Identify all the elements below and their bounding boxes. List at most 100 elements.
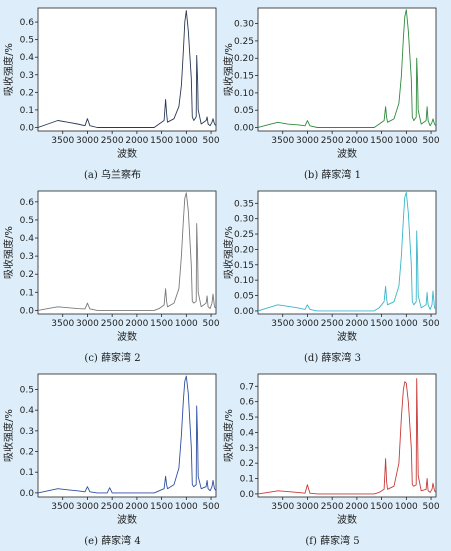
- caption-name-d: 薛家湾 3: [321, 353, 361, 364]
- caption-f: (f) 薛家湾 5: [220, 532, 445, 547]
- y-tick-label: 0.3: [20, 252, 34, 262]
- x-axis-label: 波数: [117, 147, 137, 160]
- y-tick-label: 0.6: [20, 18, 35, 28]
- x-tick-label: 3500: [51, 502, 74, 512]
- chart-e: 0.0 0.1 0.2 0.3 0.4 0.5 3500 3000 2500 2000 1500 10…: [2, 373, 220, 526]
- y-tick-label: 0.25: [234, 37, 254, 47]
- y-tick-label: 0.10: [234, 89, 254, 99]
- y-tick-label: 0.1: [240, 475, 254, 485]
- plot-area: [37, 190, 217, 315]
- chart-d: 0.00 0.05 0.10 0.15 0.20 0.25 0.30 0.35 3500 3000…: [222, 190, 440, 343]
- spectrum-line: [258, 378, 436, 495]
- y-tick-label: 0.0: [20, 489, 35, 499]
- x-tick-label: 500: [202, 136, 219, 146]
- y-tick-label: 0.35: [234, 199, 254, 209]
- y-tick-label: 0.15: [234, 261, 254, 271]
- y-tick-label: 0.5: [240, 413, 254, 423]
- y-tick-label: 0.30: [234, 20, 254, 30]
- y-tick-label: 0.3: [240, 444, 254, 454]
- y-tick-label: 0.30: [234, 215, 254, 225]
- x-tick-label: 1500: [150, 319, 173, 329]
- y-tick-label: 0.5: [20, 216, 34, 226]
- caption-e: (e) 薛家湾 4: [0, 532, 225, 547]
- y-tick-label: 0.4: [20, 234, 35, 244]
- x-tick-label: 2500: [321, 502, 344, 512]
- x-tick-label: 1500: [370, 319, 393, 329]
- y-tick-label: 0.0: [20, 306, 35, 316]
- panel-d: 0.00 0.05 0.10 0.15 0.20 0.25 0.30 0.35 3500 3000…: [220, 183, 445, 366]
- x-tick-label: 500: [202, 502, 219, 512]
- y-tick-label: 0.05: [234, 292, 254, 302]
- x-tick-label: 500: [422, 319, 439, 329]
- y-tick-label: 0.00: [234, 124, 254, 134]
- y-tick-label: 0.1: [20, 288, 34, 298]
- x-tick-label: 1000: [395, 502, 418, 512]
- chart-b: 0.00 0.05 0.10 0.15 0.20 0.25 0.30 3500 3000 2500…: [222, 7, 440, 160]
- y-axis-label: 吸收强度/%: [2, 43, 15, 96]
- panel-e: 0.0 0.1 0.2 0.3 0.4 0.5 3500 3000 2500 2000 1500 10…: [0, 366, 225, 549]
- y-tick-label: 0.10: [234, 276, 254, 286]
- caption-name-c: 薛家湾 2: [101, 353, 141, 364]
- chart-f: 0.0 0.1 0.2 0.3 0.4 0.5 0.6 0.7 3500 3000 2500 2000…: [222, 373, 440, 526]
- y-tick-label: 0.0: [240, 490, 255, 500]
- y-tick-label: 0.15: [234, 72, 254, 82]
- x-tick-label: 1000: [175, 136, 198, 146]
- y-tick-label: 0.2: [20, 270, 34, 280]
- y-tick-label: 0.5: [20, 36, 34, 46]
- plot-area: [37, 7, 217, 132]
- x-tick-label: 2500: [321, 319, 344, 329]
- caption-name-e: 薛家湾 4: [101, 536, 141, 547]
- x-axis-label: 波数: [117, 513, 137, 526]
- caption-name-b: 薛家湾 1: [321, 170, 361, 181]
- x-axis-label: 波数: [337, 513, 357, 526]
- caption-c: (c) 薛家湾 2: [0, 349, 225, 364]
- y-axis-label: 吸收强度/%: [2, 409, 15, 462]
- chart-a: 0.0 0.1 0.2 0.3 0.4 0.5 0.6 3500 3000 2500 2000 150…: [2, 7, 220, 160]
- y-tick-label: 0.4: [20, 406, 35, 416]
- y-tick-label: 0.3: [20, 427, 34, 437]
- panel-a: 0.0 0.1 0.2 0.3 0.4 0.5 0.6 3500 3000 2500 2000 150…: [0, 0, 225, 183]
- x-tick-label: 3500: [271, 136, 294, 146]
- y-tick-label: 0.25: [234, 230, 254, 240]
- x-tick-label: 1000: [395, 136, 418, 146]
- spectrum-line: [258, 9, 436, 128]
- caption-label-e: (e): [84, 536, 98, 547]
- y-axis-label: 吸收强度/%: [222, 409, 235, 462]
- y-tick-label: 0.6: [240, 398, 255, 408]
- x-tick-label: 1000: [395, 319, 418, 329]
- x-tick-label: 2500: [321, 136, 344, 146]
- caption-name-a: 乌兰察布: [100, 170, 141, 181]
- caption-label-d: (d): [304, 353, 319, 364]
- x-tick-label: 2000: [345, 502, 368, 512]
- y-tick-label: 0.0: [20, 123, 35, 133]
- caption-d: (d) 薛家湾 3: [220, 349, 445, 364]
- x-tick-label: 3500: [271, 502, 294, 512]
- caption-b: (b) 薛家湾 1: [220, 166, 445, 181]
- spectrum-line: [38, 10, 216, 128]
- caption-label-c: (c): [84, 353, 98, 364]
- panel-c: 0.0 0.1 0.2 0.3 0.4 0.5 0.6 3500 3000 2500 2000 150…: [0, 183, 225, 366]
- caption-label-a: (a): [84, 170, 98, 181]
- x-axis-label: 波数: [337, 330, 357, 343]
- y-tick-label: 0.2: [20, 88, 34, 98]
- plot-area: [37, 373, 217, 498]
- y-axis-label: 吸收强度/%: [222, 43, 235, 96]
- caption-name-f: 薛家湾 5: [320, 536, 360, 547]
- spectrum-line: [38, 375, 216, 494]
- x-tick-label: 2000: [345, 136, 368, 146]
- y-tick-label: 0.2: [20, 448, 34, 458]
- y-tick-label: 0.20: [234, 54, 254, 64]
- x-tick-label: 2000: [345, 319, 368, 329]
- x-tick-label: 3000: [296, 502, 319, 512]
- x-tick-label: 1000: [175, 502, 198, 512]
- plot-area: [257, 373, 437, 498]
- panel-f: 0.0 0.1 0.2 0.3 0.4 0.5 0.6 0.7 3500 3000 2500 2000…: [220, 366, 445, 549]
- y-tick-label: 0.4: [20, 53, 35, 63]
- y-tick-label: 0.2: [240, 459, 254, 469]
- y-tick-label: 0.7: [240, 382, 254, 392]
- plot-area: [257, 7, 437, 132]
- y-tick-label: 0.1: [20, 106, 34, 116]
- x-tick-label: 500: [422, 136, 439, 146]
- y-tick-label: 0.3: [20, 71, 34, 81]
